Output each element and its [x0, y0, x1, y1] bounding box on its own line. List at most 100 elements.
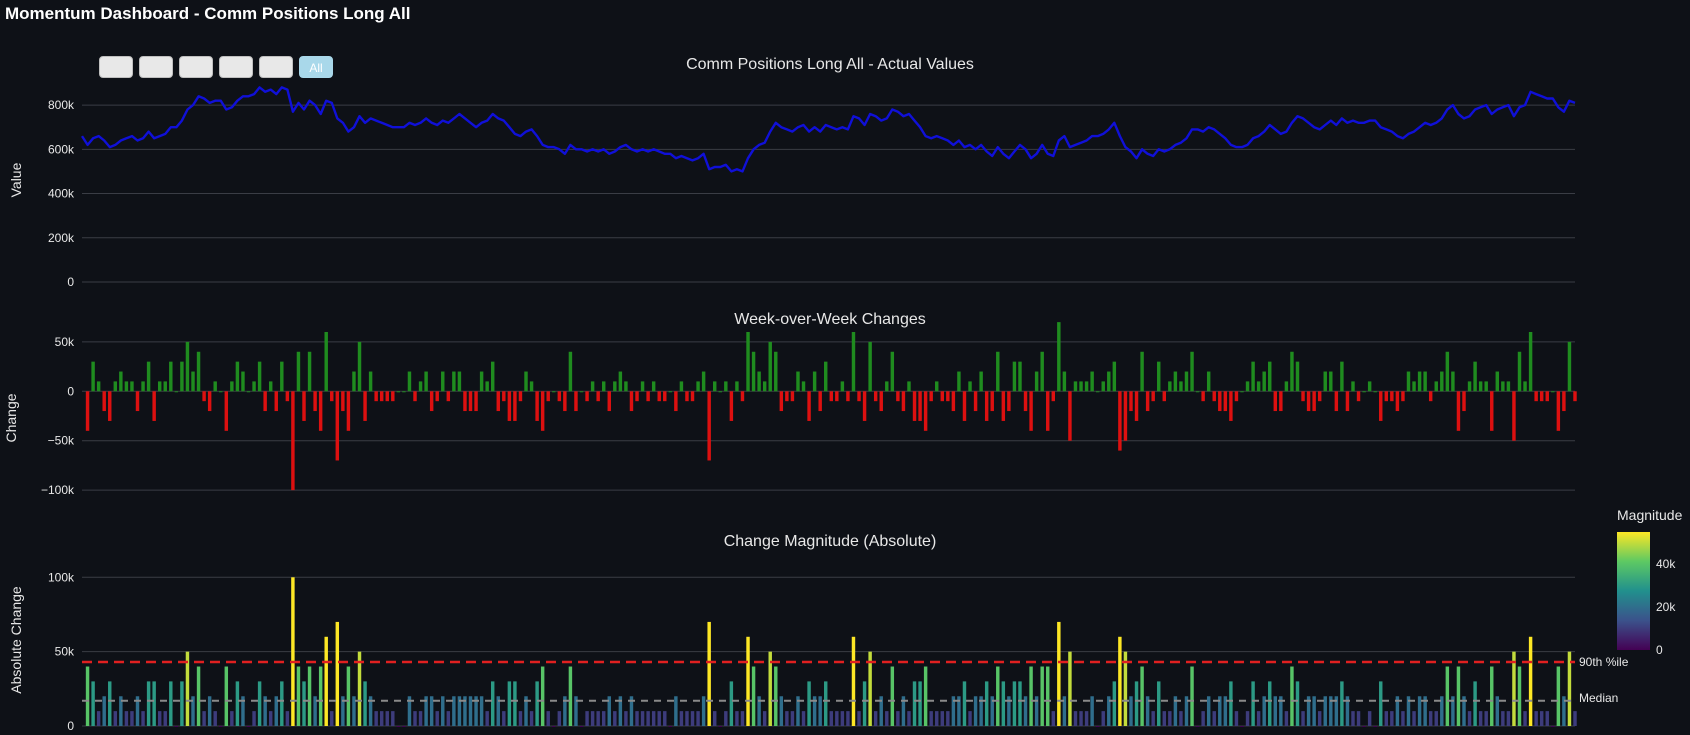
magnitude-bar	[840, 711, 845, 726]
magnitude-bar	[535, 681, 539, 726]
change-bar	[374, 391, 378, 402]
magnitude-bar	[124, 711, 129, 726]
change-bar	[901, 391, 906, 412]
change-bar	[540, 391, 545, 431]
change-bar	[1012, 361, 1017, 392]
range-button-2[interactable]	[139, 56, 173, 78]
magnitude-title: Change Magnitude (Absolute)	[724, 533, 937, 550]
wow-changes-panel: Week-over-Week Changes Change −100k −50k 0…	[3, 311, 1577, 497]
change-bar	[1445, 351, 1450, 392]
change-bar	[219, 391, 223, 393]
change-bar	[174, 391, 179, 393]
change-bar	[785, 391, 789, 402]
magnitude-bar	[1206, 696, 1211, 726]
change-bar	[690, 391, 695, 402]
magnitude-bar	[396, 726, 401, 727]
change-bar	[85, 391, 90, 431]
change-bar	[885, 381, 889, 392]
change-bar	[1240, 391, 1244, 393]
magnitude-bar	[740, 711, 745, 726]
magnitude-bar	[1295, 681, 1300, 726]
magnitude-bar	[1506, 711, 1511, 726]
magnitude-bar	[135, 696, 140, 726]
magnitude-bar	[1090, 696, 1094, 726]
magnitude-bar	[291, 577, 295, 726]
magnitude-bar	[1240, 726, 1244, 727]
magnitude-bar	[1379, 681, 1383, 726]
change-bar	[812, 371, 817, 392]
range-button-all[interactable]: All	[299, 56, 333, 78]
magnitude-bar	[1395, 696, 1400, 726]
change-bar	[713, 381, 717, 392]
magnitude-bar	[818, 696, 822, 726]
range-button-3[interactable]	[179, 56, 213, 78]
range-button-5[interactable]	[259, 56, 293, 78]
magnitude-bar	[307, 666, 312, 726]
magnitude-bar	[951, 696, 956, 726]
change-bar	[235, 361, 240, 392]
magnitude-bar	[557, 711, 562, 726]
change-bar	[368, 371, 373, 392]
change-bar	[91, 361, 95, 392]
change-bar	[1345, 391, 1350, 412]
magnitude-bar	[1562, 696, 1566, 726]
change-bar	[1440, 371, 1444, 392]
change-bar	[1101, 381, 1105, 392]
change-bar	[624, 381, 628, 392]
magnitude-bar	[1062, 696, 1067, 726]
change-bar	[263, 391, 267, 412]
magnitude-bar	[1101, 711, 1105, 726]
magnitude-bar	[996, 666, 1000, 726]
range-button-4[interactable]	[219, 56, 253, 78]
change-bar	[535, 391, 539, 421]
change-bar	[679, 381, 684, 392]
magnitude-bar	[479, 696, 484, 726]
change-bar	[1046, 391, 1050, 431]
change-bar	[557, 391, 562, 402]
change-bar	[452, 371, 456, 392]
magnitude-bar	[413, 711, 417, 726]
magnitude-bar	[1456, 666, 1461, 726]
change-bar	[1023, 391, 1028, 412]
magnitude-bar	[1012, 681, 1017, 726]
magnitude-bar	[302, 681, 306, 726]
magnitude-bar	[1406, 696, 1411, 726]
range-button-1[interactable]	[99, 56, 133, 78]
change-bar	[879, 391, 883, 412]
magnitude-bar	[330, 711, 334, 726]
magnitude-bar	[973, 696, 978, 726]
magnitude-bar	[713, 711, 717, 726]
change-bar	[674, 391, 678, 412]
magnitude-bar	[1018, 681, 1022, 726]
change-bar	[119, 371, 123, 392]
change-bar	[191, 371, 195, 392]
change-bar	[613, 381, 617, 392]
change-bar	[135, 391, 140, 412]
magnitude-bar	[1329, 696, 1333, 726]
magnitude-bar	[1478, 711, 1483, 726]
magnitude-bar	[502, 711, 506, 726]
change-bar	[1423, 371, 1427, 392]
change-bar	[1162, 391, 1167, 402]
change-bar	[957, 371, 961, 392]
magnitude-bar	[613, 711, 617, 726]
change-bar	[585, 391, 589, 402]
change-bar	[757, 371, 761, 392]
magnitude-bar	[441, 696, 445, 726]
magnitude-bar	[585, 711, 589, 726]
change-bar	[1112, 361, 1117, 392]
magnitude-bar	[529, 711, 534, 726]
change-bar	[979, 371, 983, 392]
magnitude-bar	[407, 696, 412, 726]
change-bar	[996, 351, 1000, 392]
magnitude-bar	[1384, 711, 1389, 726]
magnitude-bar	[1129, 696, 1133, 726]
change-bar	[896, 391, 900, 402]
magnitude-bar	[1412, 711, 1416, 726]
magnitude-bar	[929, 711, 933, 726]
magnitude-bar	[979, 696, 983, 726]
ref-line-90th-label: 90th %ile	[1579, 655, 1629, 669]
magnitude-bar	[1279, 696, 1283, 726]
magnitude-bar	[1428, 711, 1433, 726]
